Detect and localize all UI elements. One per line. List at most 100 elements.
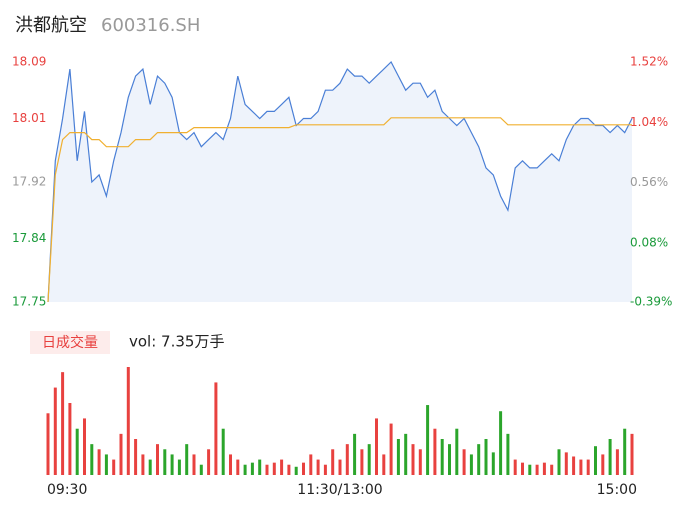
volume-bar xyxy=(586,459,590,475)
volume-bar xyxy=(141,454,145,475)
volume-bar xyxy=(382,454,386,475)
volume-bar xyxy=(499,411,503,475)
volume-total: vol: 7.35万手 xyxy=(129,333,224,351)
volume-bar xyxy=(46,413,50,475)
volume-bar xyxy=(550,464,554,475)
volume-bar xyxy=(579,459,583,475)
volume-bar xyxy=(316,459,320,475)
volume-bar xyxy=(564,452,568,475)
volume-bar xyxy=(535,464,539,475)
volume-bar xyxy=(338,459,342,475)
volume-bar xyxy=(462,449,466,475)
y2-tick-label: 1.04% xyxy=(630,115,668,129)
volume-bar xyxy=(623,428,627,475)
y-tick-label: 17.92 xyxy=(12,175,46,189)
volume-bar xyxy=(236,459,240,475)
volume-bar xyxy=(448,444,451,475)
y2-tick-label: 0.56% xyxy=(630,175,668,189)
volume-bar xyxy=(360,449,364,475)
volume-bar xyxy=(367,444,371,475)
volume-label: 日成交量 xyxy=(42,334,98,351)
volume-bar xyxy=(53,387,57,475)
x-tick-label: 11:30/13:00 xyxy=(297,482,382,498)
volume-bar xyxy=(280,459,284,475)
volume-bar xyxy=(112,459,116,475)
volume-bar xyxy=(615,449,619,475)
volume-bar xyxy=(83,418,86,475)
volume-bar xyxy=(572,456,576,475)
y-tick-label: 17.75 xyxy=(12,295,46,309)
volume-bar xyxy=(506,433,510,475)
volume-bar xyxy=(528,464,532,475)
average-line xyxy=(47,117,632,303)
volume-bar xyxy=(258,459,262,475)
stock-name: 洪都航空 xyxy=(15,15,87,36)
volume-bar xyxy=(484,439,488,475)
volume-bar xyxy=(345,444,349,475)
volume-bar xyxy=(265,464,269,475)
price-line xyxy=(47,61,633,303)
volume-bar xyxy=(90,444,94,475)
y-tick-label: 18.09 xyxy=(12,55,46,69)
volume-bar xyxy=(375,418,378,475)
volume-bar xyxy=(97,449,101,475)
y-tick-label: 17.84 xyxy=(12,231,46,245)
volume-bar xyxy=(396,439,400,475)
volume-bar xyxy=(309,454,313,475)
volume-bar xyxy=(323,464,327,475)
volume-bar xyxy=(192,454,196,475)
volume-bar xyxy=(119,433,123,475)
volume-bar xyxy=(404,433,408,475)
volume-bar xyxy=(199,464,203,475)
volume-bar xyxy=(426,405,430,475)
y2-tick-label: 0.08% xyxy=(630,235,668,249)
volume-bar xyxy=(207,449,211,475)
volume-bar xyxy=(177,459,181,475)
volume-bar xyxy=(214,382,218,475)
volume-bar xyxy=(411,444,415,475)
volume-bar xyxy=(491,452,495,475)
stock-code: 600316.SH xyxy=(101,15,200,36)
price-area xyxy=(48,62,632,302)
volume-bar xyxy=(557,449,561,475)
volume-bar xyxy=(221,428,225,475)
volume-bar xyxy=(601,454,605,475)
volume-bar xyxy=(418,449,422,475)
volume-bar xyxy=(389,423,393,475)
volume-bar xyxy=(331,449,335,475)
volume-bar xyxy=(513,459,517,475)
volume-bar xyxy=(75,428,79,475)
volume-bar xyxy=(455,428,459,475)
volume-bar xyxy=(608,439,612,475)
volume-bar xyxy=(302,462,305,475)
volume-bar xyxy=(287,464,291,475)
volume-bar xyxy=(156,444,159,475)
volume-bar xyxy=(250,462,254,475)
volume-bar xyxy=(134,439,138,475)
volume-bar xyxy=(126,367,130,475)
volume-bar xyxy=(294,466,298,475)
volume-bar xyxy=(229,454,232,475)
volume-bar xyxy=(170,454,174,475)
volume-bar xyxy=(61,372,65,475)
x-tick-label: 15:00 xyxy=(597,482,637,498)
volume-bar xyxy=(469,454,473,475)
volume-bar xyxy=(521,462,524,475)
x-tick-label: 09:30 xyxy=(47,482,87,498)
volume-bar xyxy=(272,462,276,475)
volume-bar xyxy=(433,428,437,475)
y2-tick-label: -0.39% xyxy=(630,295,672,309)
volume-bar xyxy=(353,433,357,475)
volume-bar xyxy=(594,446,597,475)
volume-bar xyxy=(163,449,167,475)
y-tick-label: 18.01 xyxy=(12,111,46,125)
volume-bar xyxy=(148,459,152,475)
volume-bar xyxy=(477,444,481,475)
volume-bar xyxy=(542,462,546,475)
volume-bar xyxy=(68,403,72,475)
volume-bar xyxy=(104,454,108,475)
volume-bar xyxy=(440,439,444,475)
volume-bar xyxy=(243,464,247,475)
volume-label-bg xyxy=(30,331,110,354)
